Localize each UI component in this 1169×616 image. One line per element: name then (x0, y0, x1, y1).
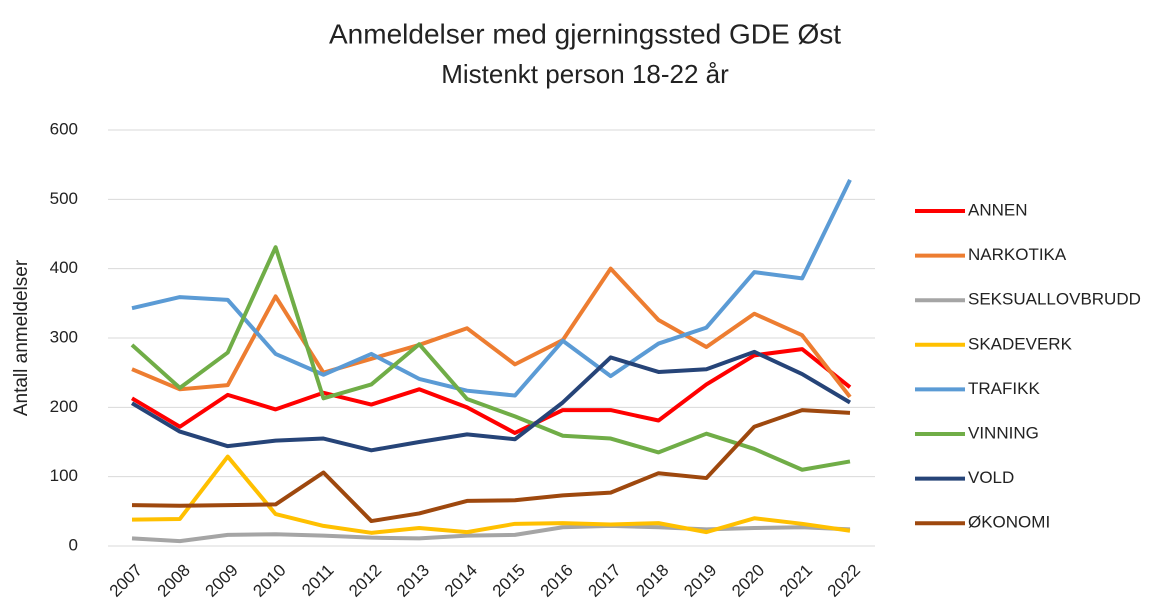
x-tick-label: 2012 (345, 561, 385, 601)
y-tick-label: 600 (50, 119, 78, 138)
y-tick-label: 300 (50, 327, 78, 346)
x-tick-label: 2010 (249, 561, 289, 601)
series-line (131, 523, 851, 544)
legend-label: VOLD (968, 468, 1014, 487)
series-line (130, 349, 852, 453)
x-tick-label: 2019 (680, 561, 720, 601)
series-line (131, 408, 851, 524)
y-axis-label: Antall anmeldelser (11, 259, 32, 416)
series-line (131, 266, 852, 399)
x-tick-label: 2007 (106, 561, 146, 601)
x-tick-label: 2018 (632, 561, 672, 601)
x-tick-label: 2011 (298, 561, 337, 600)
chart-subtitle: Mistenkt person 18-22 år (441, 59, 729, 89)
x-tick-label: 2013 (393, 561, 433, 601)
y-tick-label: 0 (69, 535, 78, 554)
y-tick-label: 100 (50, 466, 78, 485)
legend-label: SKADEVERK (968, 334, 1073, 353)
y-tick-label: 400 (50, 258, 78, 277)
x-tick-label: 2015 (489, 561, 529, 601)
legend-label: SEKSUALLOVBRUDD (968, 290, 1141, 309)
x-tick-label: 2022 (824, 561, 864, 601)
series-line (130, 245, 851, 472)
y-tick-label: 500 (50, 189, 78, 208)
y-tick-label: 200 (50, 397, 78, 416)
x-tick-label: 2016 (537, 561, 577, 601)
x-tick-label: 2009 (202, 561, 242, 601)
x-tick-label: 2008 (154, 561, 194, 601)
x-tick-label: 2020 (728, 561, 768, 601)
legend-label: TRAFIKK (968, 379, 1040, 398)
series-line (130, 347, 852, 435)
series-line (131, 454, 851, 535)
legend-label: VINNING (968, 423, 1039, 442)
series-line (131, 179, 852, 398)
chart-title: Anmeldelser med gjerningssted GDE Øst (329, 18, 841, 49)
x-tick-label: 2021 (776, 561, 816, 601)
legend-label: NARKOTIKA (968, 245, 1067, 264)
legend-label: ANNEN (968, 200, 1028, 219)
x-tick-label: 2014 (441, 561, 481, 601)
legend-label: ØKONOMI (968, 513, 1050, 532)
x-tick-label: 2017 (584, 561, 624, 601)
